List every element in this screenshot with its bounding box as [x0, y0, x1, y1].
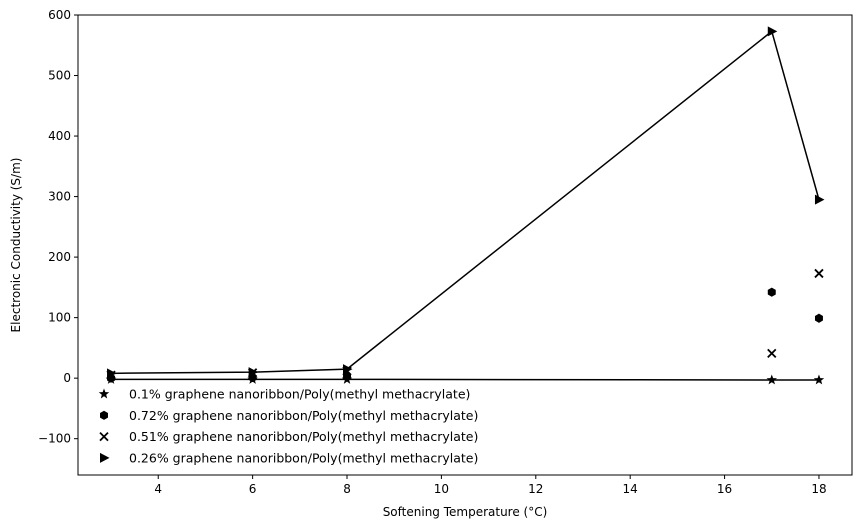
axes-layer: 4 6 8 10 12 14 16 18 −100 0 100 200 300 400 500 600 [38, 8, 827, 496]
x-tick-label: 6 [249, 482, 257, 496]
x-tick-label: 4 [154, 482, 162, 496]
plot-background [78, 15, 852, 475]
y-tick-label: 600 [48, 8, 71, 22]
y-tick-label: 400 [48, 129, 71, 143]
x-tick-label: 12 [528, 482, 543, 496]
data-point [766, 374, 777, 385]
x-axis-label: Softening Temperature (°C) [383, 505, 548, 519]
x-tick-label: 10 [434, 482, 449, 496]
legend-label: 0.26% graphene nanoribbon/Poly(methyl me… [129, 450, 478, 465]
y-tick-label: 100 [48, 311, 71, 325]
legend-label: 0.51% graphene nanoribbon/Poly(methyl me… [129, 429, 478, 444]
y-tick-label: −100 [38, 432, 71, 446]
data-point [767, 348, 777, 358]
legend-marker [98, 388, 110, 399]
data-point [248, 367, 259, 378]
legend-marker [100, 410, 108, 420]
legend-marker [99, 431, 109, 442]
series-4 [107, 26, 825, 379]
x-tick-label: 14 [623, 482, 638, 496]
series-layer [105, 26, 825, 385]
y-tick-label: 500 [48, 69, 71, 83]
x-tick-label: 16 [717, 482, 732, 496]
legend-marker [100, 452, 110, 463]
data-point [814, 268, 824, 279]
data-point [343, 364, 353, 375]
y-tick-label: 0 [63, 371, 71, 385]
plot-frame [77, 14, 853, 476]
y-axis-label: Electronic Conductivity (S/m) [9, 158, 23, 333]
legend-item: 0.26% graphene nanoribbon/Poly(methyl me… [100, 450, 478, 465]
y-tick-label: 200 [48, 250, 71, 264]
data-point [767, 26, 778, 37]
legend-item: 0.51% graphene nanoribbon/Poly(methyl me… [99, 429, 478, 444]
series-line [111, 378, 819, 381]
y-tick-label: 300 [48, 190, 71, 204]
legend-item: 0.72% graphene nanoribbon/Poly(methyl me… [100, 408, 478, 423]
legend: 0.1% graphene nanoribbon/Poly(methyl met… [98, 387, 478, 465]
legend-label: 0.1% graphene nanoribbon/Poly(methyl met… [129, 387, 470, 402]
data-point [107, 368, 117, 379]
data-point [813, 374, 825, 385]
x-tick-label: 18 [811, 482, 826, 496]
legend-item: 0.1% graphene nanoribbon/Poly(methyl met… [98, 387, 470, 402]
legend-label: 0.72% graphene nanoribbon/Poly(methyl me… [129, 408, 478, 423]
x-tick-label: 8 [343, 482, 351, 496]
data-point [767, 287, 776, 297]
data-point [814, 313, 823, 323]
data-point [814, 194, 825, 205]
